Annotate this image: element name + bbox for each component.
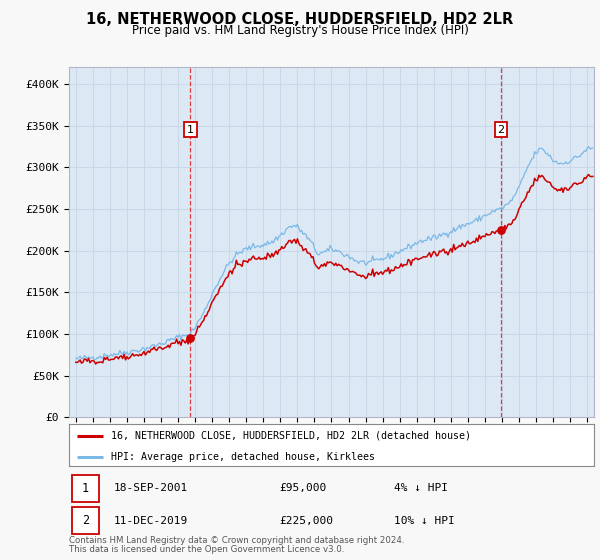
Text: 1: 1 (82, 482, 89, 495)
Text: 2: 2 (497, 125, 505, 135)
Text: 18-SEP-2001: 18-SEP-2001 (113, 483, 188, 493)
Text: 2: 2 (82, 514, 89, 528)
Text: Contains HM Land Registry data © Crown copyright and database right 2024.: Contains HM Land Registry data © Crown c… (69, 536, 404, 545)
Text: 16, NETHERWOOD CLOSE, HUDDERSFIELD, HD2 2LR (detached house): 16, NETHERWOOD CLOSE, HUDDERSFIELD, HD2 … (111, 431, 471, 441)
FancyBboxPatch shape (71, 475, 99, 502)
FancyBboxPatch shape (71, 507, 99, 534)
Text: Price paid vs. HM Land Registry's House Price Index (HPI): Price paid vs. HM Land Registry's House … (131, 24, 469, 36)
Text: 11-DEC-2019: 11-DEC-2019 (113, 516, 188, 526)
Text: £95,000: £95,000 (279, 483, 326, 493)
Point (496, 225, 506, 234)
Text: 16, NETHERWOOD CLOSE, HUDDERSFIELD, HD2 2LR: 16, NETHERWOOD CLOSE, HUDDERSFIELD, HD2 … (86, 12, 514, 27)
Text: 10% ↓ HPI: 10% ↓ HPI (395, 516, 455, 526)
Point (185, 334, 195, 343)
Text: 1: 1 (187, 125, 194, 135)
Text: £225,000: £225,000 (279, 516, 333, 526)
Text: HPI: Average price, detached house, Kirklees: HPI: Average price, detached house, Kirk… (111, 452, 375, 461)
Text: This data is licensed under the Open Government Licence v3.0.: This data is licensed under the Open Gov… (69, 544, 344, 554)
Text: 4% ↓ HPI: 4% ↓ HPI (395, 483, 449, 493)
